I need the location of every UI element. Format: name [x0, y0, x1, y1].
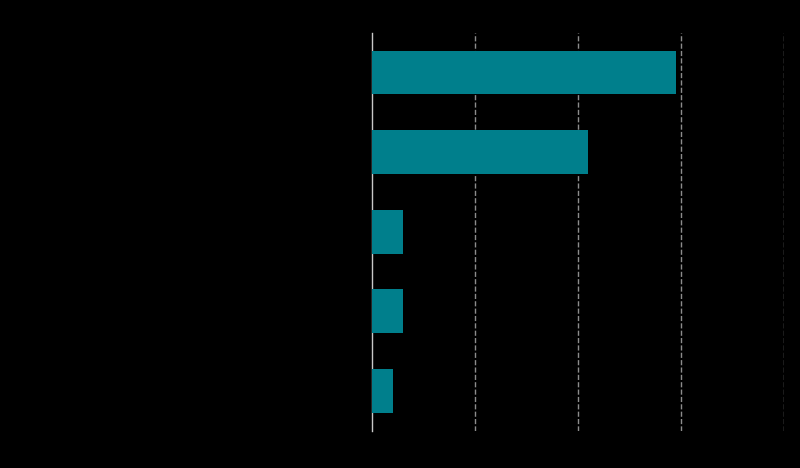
Bar [372, 210, 403, 254]
Bar [372, 289, 403, 333]
Bar [372, 130, 588, 174]
Bar [372, 51, 676, 95]
Bar [372, 369, 393, 413]
